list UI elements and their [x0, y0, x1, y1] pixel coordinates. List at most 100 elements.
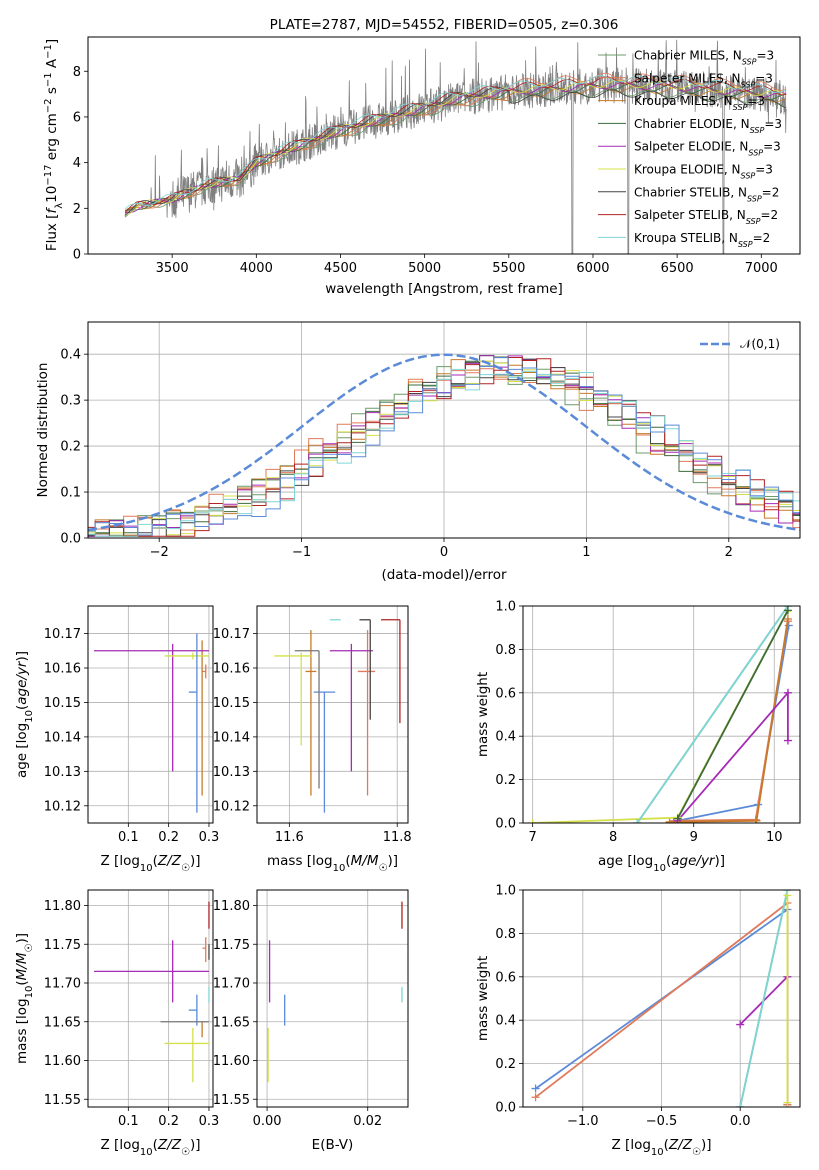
histogram-step — [88, 368, 800, 537]
x-tick-label: 11.8 — [383, 830, 412, 845]
y-tick-label: 10.16 — [213, 662, 250, 677]
errorbar-point — [164, 1027, 209, 1083]
y-tick-label: 10.17 — [213, 627, 250, 642]
y-tick-label: 0.8 — [495, 643, 516, 658]
y-tick-label: 0.2 — [495, 773, 516, 788]
x-axis-label: Z [log10(Z/Z☉)] — [612, 1137, 712, 1158]
model-line — [124, 75, 787, 210]
plot-area — [531, 890, 792, 1107]
weight-line — [739, 890, 789, 1107]
y-tick-label: 0.4 — [60, 348, 81, 363]
legend-entry: Salpeter STELIB, NSSP=2 — [634, 208, 778, 226]
y-tick-label: 11.60 — [44, 1054, 81, 1069]
errorbar-point — [274, 652, 313, 746]
weight-line — [636, 606, 789, 823]
plot-area — [94, 900, 210, 1083]
x-tick-label: 4500 — [324, 261, 357, 276]
y-tick-label: 0.3 — [60, 394, 81, 409]
errorbar-point — [164, 652, 209, 660]
weight-marker — [783, 606, 792, 615]
axes-frame — [256, 889, 409, 1108]
errorbar-point — [359, 619, 371, 720]
y-tick-label: 6 — [73, 110, 81, 125]
x-tick-label: 0.3 — [199, 830, 220, 845]
errorbar-point — [94, 643, 209, 772]
histogram-step — [88, 357, 800, 537]
x-tick-label: 6000 — [576, 261, 609, 276]
y-axis-label: Flux [fλ10−17 erg cm−2 s−1 A−1] — [43, 39, 65, 251]
y-tick-label: 10.12 — [213, 799, 250, 814]
x-axis-label: Z [log10(Z/Z☉)] — [101, 853, 201, 874]
legend-entry: Chabrier STELIB, NSSP=2 — [634, 185, 779, 203]
y-axis-label: mass weight — [475, 956, 491, 1041]
errorbar-point — [357, 630, 376, 796]
errorbar-point — [313, 691, 336, 813]
y-axis-label: mass weight — [475, 672, 491, 757]
axes-frame — [522, 605, 801, 824]
weight-marker — [673, 814, 682, 823]
x-axis-label: wavelength [Angstrom, rest frame] — [325, 281, 563, 297]
weight-marker — [783, 1098, 792, 1107]
x-tick-label: 6500 — [661, 261, 694, 276]
y-tick-label: 0.0 — [60, 532, 81, 547]
weight-marker — [736, 1020, 745, 1029]
weight-line — [676, 609, 789, 820]
y-tick-label: 0.8 — [495, 927, 516, 942]
y-tick-label: 11.55 — [44, 1093, 81, 1108]
y-tick-label: 10.12 — [44, 799, 81, 814]
panel-age-vs-mass: 11.6 11.8 10.12 10.13 10.14 10.15 10.16 10.17 ma… — [213, 605, 412, 874]
y-tick-label: 11.55 — [213, 1093, 250, 1108]
panel-weight-vs-age: 7 8 9 10 0.0 0.2 0.4 0.6 0.8 1.0 age [log10(age/yr… — [475, 600, 801, 874]
y-tick-label: 10.13 — [44, 765, 81, 780]
plot-area — [528, 606, 793, 823]
x-tick-label: 2 — [725, 545, 733, 560]
model-line — [124, 87, 787, 218]
x-axis-label: mass [log10(M/M☉)] — [267, 853, 398, 874]
x-tick-label: 4000 — [240, 261, 273, 276]
legend: Chabrier MILES, NSSP=3 Salpeter MILES, NS… — [598, 49, 782, 248]
x-tick-label: 0.1 — [118, 1114, 139, 1129]
errorbar-point — [188, 633, 198, 813]
legend-entry: 𝒩(0,1) — [740, 337, 780, 351]
y-tick-label: 0.4 — [495, 730, 516, 745]
chart-title: PLATE=2787, MJD=54552, FIBERID=0505, z=0… — [270, 17, 619, 33]
weight-marker — [633, 819, 642, 823]
y-tick-label: 0.1 — [60, 486, 81, 501]
weight-marker — [783, 891, 792, 900]
x-tick-label: −1.0 — [567, 1114, 599, 1129]
x-tick-label: 1 — [582, 545, 590, 560]
x-tick-label: 3500 — [156, 261, 189, 276]
panel-weight-vs-Z: −1.0 −0.5 0.0 0.0 0.2 0.4 0.6 0.8 1.0 Z [log10(Z/… — [475, 884, 801, 1158]
weight-marker — [783, 688, 792, 697]
weight-marker — [751, 815, 760, 823]
x-tick-label: −0.5 — [646, 1114, 678, 1129]
errorbar-point — [381, 619, 401, 724]
x-tick-label: 0.2 — [158, 830, 179, 845]
legend-entry: Salpeter MILES, NSSP=3 — [634, 71, 773, 89]
y-tick-label: 0.0 — [495, 817, 516, 832]
histogram-step — [88, 357, 800, 536]
x-tick-label: 0.1 — [118, 830, 139, 845]
errorbar-point — [202, 937, 207, 963]
y-tick-label: 11.70 — [213, 977, 250, 992]
x-axis-label: age [log10(age/yr)] — [598, 853, 725, 874]
histogram-step — [88, 362, 800, 537]
x-tick-label: 5500 — [492, 261, 525, 276]
x-axis-label: E(B-V) — [312, 1137, 354, 1153]
plot-area — [94, 619, 210, 813]
weight-marker — [531, 1084, 540, 1093]
histogram-step — [88, 358, 800, 537]
x-tick-label: 0.3 — [199, 1114, 220, 1129]
x-tick-label: 10 — [766, 830, 783, 845]
y-tick-label: 2 — [73, 202, 81, 217]
errorbar-point — [202, 664, 207, 679]
axes-frame — [87, 36, 801, 255]
weight-marker — [783, 615, 792, 624]
x-tick-label: 0.00 — [253, 1114, 282, 1129]
y-tick-label: 1.0 — [495, 600, 516, 615]
plot-area — [267, 900, 403, 1083]
y-tick-label: 11.60 — [213, 1054, 250, 1069]
x-tick-label: 0.2 — [158, 1114, 179, 1129]
y-tick-label: 11.75 — [213, 938, 250, 953]
plot-area — [88, 353, 800, 537]
